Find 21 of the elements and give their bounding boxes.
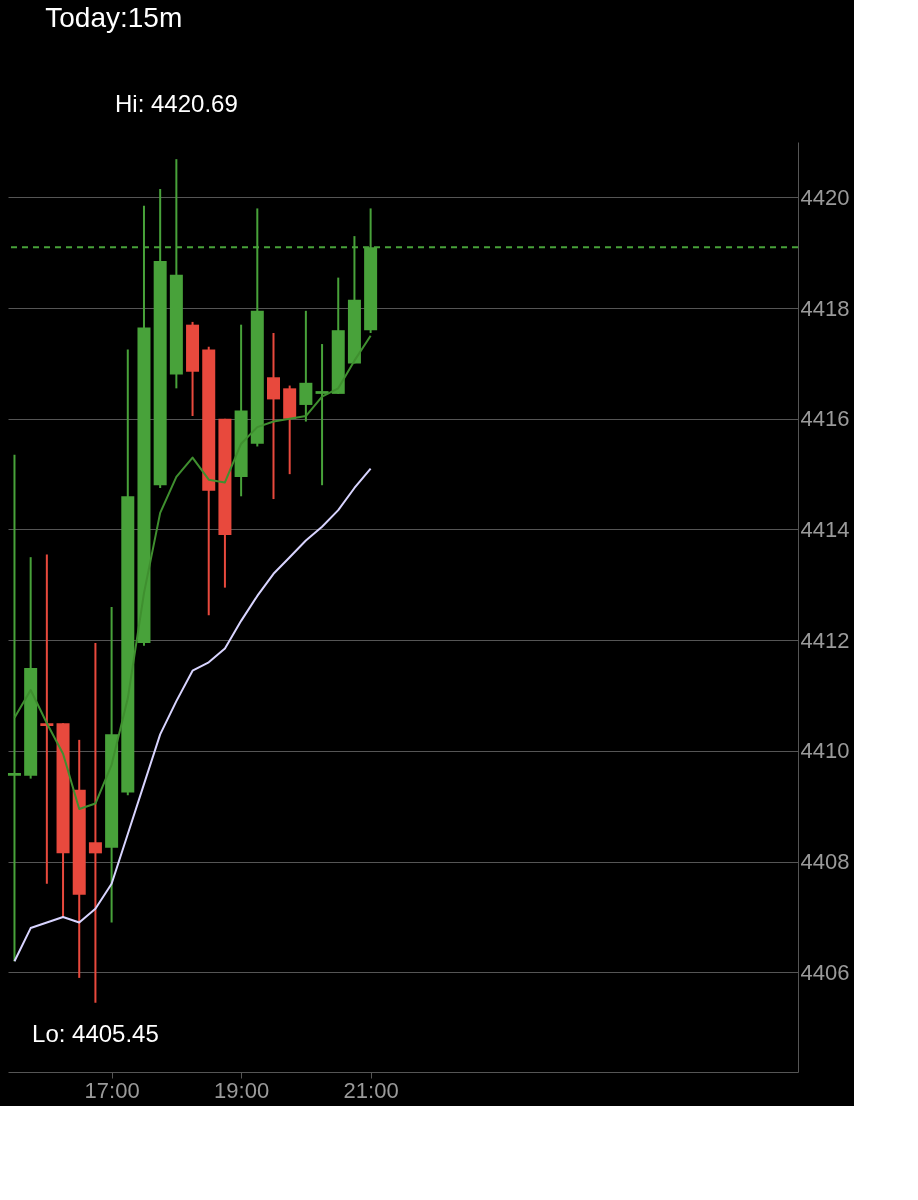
chart-title: Today:15m	[45, 2, 183, 34]
y-tick-label: 4410	[800, 738, 850, 764]
candlestick	[299, 309, 313, 423]
annotation: Hi: 4420.69	[114, 90, 238, 118]
y-tick-label: 4412	[800, 627, 850, 653]
candlestick	[315, 343, 329, 487]
line-series	[13, 334, 372, 811]
y-tick-label: 4414	[800, 517, 850, 542]
y-tick-label: 4416	[800, 406, 850, 432]
annotation: Lo: 4405.45	[32, 1019, 159, 1047]
line-series	[13, 467, 372, 963]
y-tick-label: 4420	[800, 184, 850, 210]
x-tick-label: 21:00	[343, 1077, 399, 1103]
candlestick	[266, 331, 280, 501]
y-tick-label: 4406	[800, 959, 850, 985]
y-tick-label: 4418	[800, 295, 850, 321]
candlestick	[7, 453, 21, 963]
x-tick-label: 19:00	[214, 1077, 270, 1103]
y-tick-label: 4408	[800, 849, 850, 875]
candlestick	[88, 641, 102, 1004]
x-tick-label: 17:00	[84, 1077, 140, 1103]
